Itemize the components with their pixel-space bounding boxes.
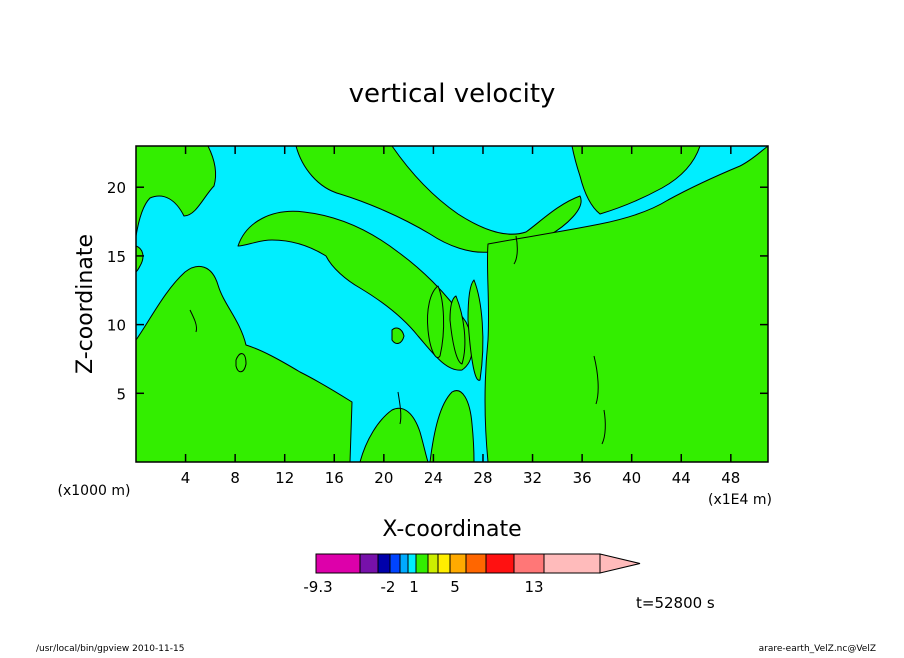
contour-region (449, 295, 466, 365)
time-label: t=52800 s (636, 594, 715, 612)
x-tick-label: 28 (473, 469, 492, 487)
contour-line (189, 309, 197, 333)
colorbar-label: 13 (524, 578, 543, 596)
x-tick-label: 8 (230, 469, 240, 487)
colorbar-swatch (543, 553, 601, 574)
colorbar-label: -9.3 (303, 578, 332, 596)
x-axis-label: X-coordinate (382, 517, 521, 542)
colorbar-label: -2 (381, 578, 396, 596)
colorbar-swatch (513, 553, 545, 574)
contour-region (467, 279, 484, 381)
contour-lines (189, 235, 606, 445)
y-tick-label: 20 (107, 179, 126, 197)
contour-region (427, 285, 445, 358)
y-tick-label: 15 (107, 248, 126, 266)
colorbar-extend-arrow (599, 553, 641, 574)
x-tick-label: 12 (275, 469, 294, 487)
footer-left: /usr/local/bin/gpview 2010-11-15 (36, 644, 184, 654)
colorbar-swatch (415, 553, 429, 574)
colorbar-label: 5 (450, 578, 460, 596)
colorbar-swatch (315, 553, 361, 574)
x-unit-left-label: (x1000 m) (58, 483, 131, 499)
colorbar-swatch (389, 553, 401, 574)
colorbar-swatch (359, 553, 379, 574)
x-tick-label: 36 (573, 469, 592, 487)
positive-velocity-regions (135, 145, 769, 463)
contour-region (235, 353, 247, 373)
x-tick-label: 4 (181, 469, 191, 487)
colorbar-swatch (437, 553, 451, 574)
contour-region (484, 145, 769, 463)
colorbar-label: 1 (409, 578, 419, 596)
contour-region (429, 390, 475, 463)
contour-region (391, 327, 405, 344)
plot-frame (135, 145, 769, 463)
x-tick-label: 20 (374, 469, 393, 487)
y-tick-label: 10 (107, 317, 126, 335)
y-axis: 5 10 15 20 (107, 179, 768, 403)
x-tick-label: 44 (672, 469, 691, 487)
colorbar-swatch (465, 553, 487, 574)
y-tick-label: 5 (116, 385, 126, 403)
contour-line (593, 355, 599, 405)
x-unit-right-label: (x1E4 m) (708, 492, 772, 508)
contour-region (571, 145, 701, 215)
colorbar-swatch (377, 553, 391, 574)
contour-line (601, 409, 606, 445)
contour-region (237, 210, 473, 371)
colorbar-swatch (485, 553, 515, 574)
colorbar-swatch (399, 553, 409, 574)
contour-line (513, 235, 518, 265)
colorbar: -9.3 -2 1 5 13 (303, 553, 641, 596)
x-tick-label: 32 (523, 469, 542, 487)
y-axis-label: Z-coordinate (73, 234, 98, 374)
x-tick-label: 16 (325, 469, 344, 487)
colorbar-swatch (449, 553, 467, 574)
x-axis: 4 8 12 16 20 24 28 32 36 40 44 48 (181, 146, 740, 487)
footer-right: arare-earth_VelZ.nc@VelZ (759, 644, 876, 654)
x-tick-label: 24 (424, 469, 443, 487)
x-tick-label: 48 (721, 469, 740, 487)
contour-line (397, 391, 402, 425)
contour-region (135, 145, 217, 237)
plot-area (135, 145, 769, 463)
colorbar-swatch (427, 553, 439, 574)
contour-region (359, 407, 429, 463)
x-tick-label: 40 (622, 469, 641, 487)
colorbar-swatch (407, 553, 417, 574)
chart-title: vertical velocity (349, 79, 556, 109)
